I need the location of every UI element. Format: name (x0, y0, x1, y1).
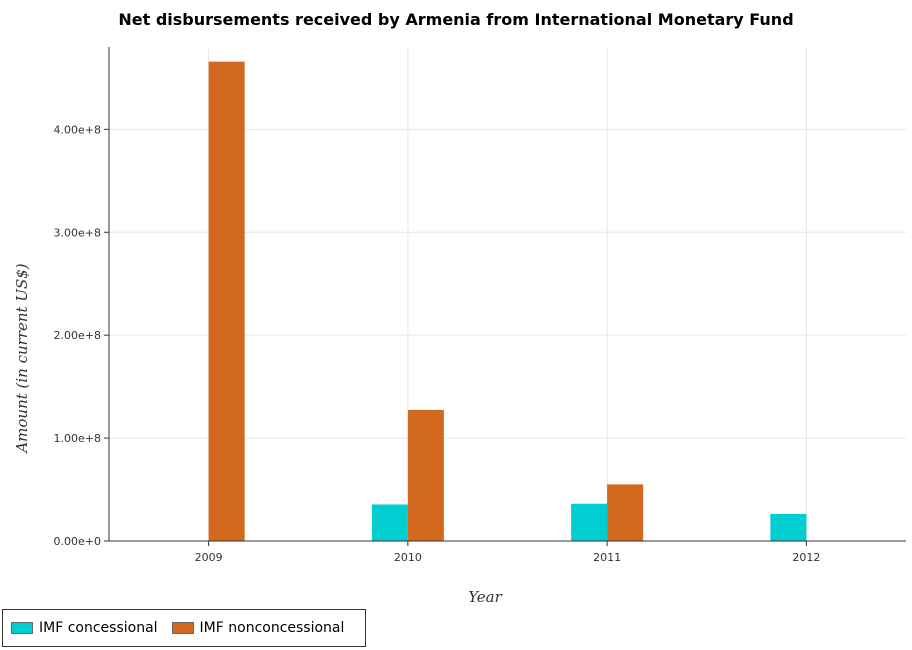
legend: IMF concessional IMF nonconcessional (2, 609, 366, 647)
x-tick-label: 2010 (394, 551, 422, 564)
y-tick-label: 2.00e+8 (54, 329, 101, 342)
legend-label-nonconcessional: IMF nonconcessional (199, 620, 345, 636)
x-tick-label: 2009 (195, 551, 223, 564)
y-tick-label: 4.00e+8 (54, 123, 101, 136)
legend-swatch-concessional (11, 622, 33, 634)
bar-concessional-2010 (371, 504, 408, 541)
bars (208, 61, 807, 541)
y-tick-label: 1.00e+8 (54, 432, 101, 445)
x-axis-label: Year (468, 588, 502, 606)
bar-concessional-2011 (571, 503, 608, 541)
bar-nonconcessional-2011 (607, 484, 644, 541)
x-tick-label: 2011 (593, 551, 621, 564)
y-axis-label: Amount (in current US$) (13, 263, 31, 454)
legend-item-concessional: IMF concessional (11, 620, 158, 636)
legend-swatch-nonconcessional (171, 622, 194, 634)
bar-nonconcessional-2010 (407, 409, 444, 541)
y-tick-label: 3.00e+8 (54, 226, 101, 239)
bar-nonconcessional-2009 (208, 61, 245, 541)
bar-concessional-2012 (770, 513, 807, 541)
legend-item-nonconcessional: IMF nonconcessional (171, 620, 345, 636)
x-tick-label: 2012 (792, 551, 820, 564)
legend-label-concessional: IMF concessional (39, 620, 158, 636)
y-tick-label: 0.00e+0 (54, 535, 101, 548)
axes: 0.00e+0 1.00e+8 2.00e+8 3.00e+8 4.00e+8 2009 2… (54, 47, 906, 564)
chart-title: Net disbursements received by Armenia fr… (118, 10, 793, 29)
